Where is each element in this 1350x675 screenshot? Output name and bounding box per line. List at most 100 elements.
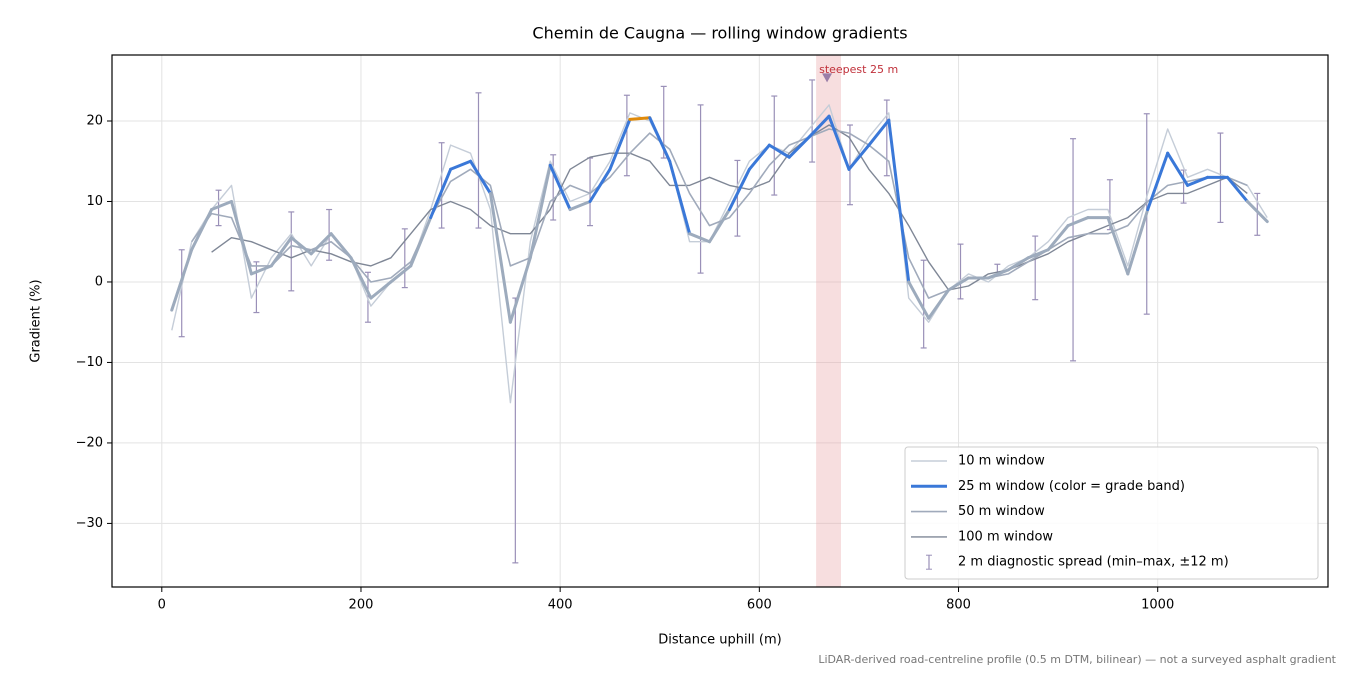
line-segment (488, 191, 512, 324)
legend-label: 25 m window (color = grade band) (958, 479, 1185, 494)
x-tick-label: 800 (946, 598, 971, 613)
line-segment (827, 114, 851, 171)
y-tick-label: 20 (86, 113, 103, 128)
line-segment (1046, 224, 1070, 252)
line-segment (309, 232, 333, 256)
error-bar (401, 228, 408, 289)
line-segment (608, 117, 632, 171)
line-segment (429, 167, 453, 220)
line-segment (787, 135, 811, 159)
axes: 0 200 400 600 800 1000 −30 −20 −10 0 10 20 steepest … (76, 63, 1175, 613)
line-segment (867, 118, 891, 147)
line-segment (1186, 175, 1209, 187)
error-bar (734, 159, 741, 237)
error-bar (1070, 138, 1077, 362)
legend-label: 50 m window (958, 504, 1045, 519)
x-tick-label: 0 (158, 598, 166, 613)
legend-box (904, 446, 1319, 580)
error-bar (475, 92, 482, 229)
plot-frame (111, 54, 1329, 588)
error-bar (1180, 169, 1187, 204)
error-bar (550, 154, 557, 221)
line-segment (210, 199, 234, 212)
legend-label: 2 m diagnostic spread (min–max, ±12 m) (958, 555, 1229, 570)
legend: 10 m window 25 m window (color = grade ba… (904, 446, 1319, 580)
line-segment (1006, 256, 1030, 272)
x-tick-label: 200 (349, 598, 374, 613)
line-segment (648, 116, 672, 163)
error-bar (1032, 235, 1039, 301)
line-segment (1026, 248, 1050, 260)
error-bar (697, 104, 704, 274)
line-segment (269, 236, 293, 268)
line (171, 104, 1268, 404)
line (191, 128, 1248, 299)
error-bar (178, 249, 185, 338)
error-bar (883, 99, 890, 177)
y-tick-label: 0 (95, 274, 103, 289)
line-segment (986, 268, 1010, 280)
y-tick-label: −20 (76, 435, 103, 450)
line-segment (668, 159, 692, 236)
line-segment (1166, 151, 1190, 187)
error-bar (809, 79, 816, 163)
y-axis-label: Gradient (%) (29, 279, 44, 362)
line-segment (349, 256, 373, 300)
line-segment (807, 114, 831, 139)
legend-label: 10 m window (958, 454, 1045, 469)
steepest-marker (822, 73, 833, 83)
line-segment (449, 159, 473, 171)
line-segment (289, 236, 313, 256)
line-segment (947, 276, 970, 292)
line-segment (469, 159, 492, 195)
line-segment (588, 167, 612, 203)
line-segment (708, 208, 731, 244)
line-segment (329, 232, 353, 260)
line-segment (170, 248, 194, 312)
highlight-band (816, 55, 842, 587)
line-segment (1066, 216, 1090, 228)
line-segment (1126, 208, 1150, 276)
error-bar (438, 142, 445, 229)
line-segment (887, 118, 911, 284)
line-segment (927, 288, 951, 320)
line-segment (389, 264, 413, 284)
error-bar (771, 95, 778, 196)
line-segment (907, 280, 931, 320)
line-segment (767, 143, 791, 159)
line-segment (568, 199, 592, 212)
line-segment (548, 163, 572, 212)
legend-label: 100 m window (958, 529, 1053, 544)
error-bar (623, 94, 630, 177)
line (211, 124, 1248, 291)
grid (112, 55, 1328, 587)
line-segment (1245, 199, 1269, 224)
x-tick-label: 600 (747, 598, 772, 613)
line-segment (727, 167, 751, 212)
plot-area (170, 55, 1269, 587)
line-segment (628, 116, 652, 121)
line-segment (249, 264, 273, 276)
line-segment (230, 199, 253, 276)
x-tick-label: 400 (548, 598, 573, 613)
y-tick-label: 10 (86, 194, 103, 209)
line-segment (528, 163, 552, 260)
error-bar (920, 259, 927, 349)
line-segment (688, 232, 712, 244)
footnote: LiDAR-derived road-centreline profile (0… (818, 653, 1336, 666)
line-segment (1225, 175, 1249, 203)
y-tick-label: −10 (76, 355, 103, 370)
line-segment (369, 280, 393, 300)
y-tick-label: −30 (76, 516, 103, 531)
line-segment (847, 143, 871, 171)
line-segment (190, 208, 214, 252)
error-bar (957, 243, 964, 300)
line-segment (1146, 151, 1170, 212)
x-axis-label: Distance uphill (m) (658, 633, 781, 648)
chart-title: Chemin de Caugna — rolling window gradie… (532, 24, 907, 43)
line-segment (1106, 216, 1130, 276)
x-tick-label: 1000 (1141, 598, 1174, 613)
annotation: steepest 25 m (819, 63, 898, 76)
line-segment (508, 256, 532, 324)
